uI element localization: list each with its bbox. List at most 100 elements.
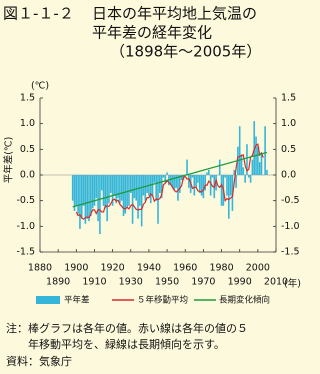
bar (93, 175, 96, 206)
bar (224, 175, 226, 178)
chart-title: 日本の年平均地上気温の (92, 5, 257, 23)
bar (260, 154, 263, 175)
legend-swatch (36, 296, 60, 304)
bar (206, 172, 208, 175)
bar (175, 175, 177, 188)
y2-tick-label: -0.5 (281, 195, 300, 206)
bar (162, 175, 165, 178)
bar (79, 175, 81, 229)
bar (160, 175, 163, 199)
bar (257, 146, 259, 175)
bar (169, 175, 172, 186)
x-tick-label: 1930 (119, 277, 143, 288)
bar (218, 159, 221, 175)
bar (84, 175, 87, 224)
bar (144, 175, 147, 201)
bar (228, 175, 230, 219)
bar (178, 175, 181, 193)
bar (264, 126, 266, 175)
bar (155, 175, 157, 201)
legend-label: 長期変化傾向 (219, 295, 270, 306)
bar (151, 175, 154, 196)
bar (104, 175, 107, 209)
bar (82, 175, 85, 206)
x-tick-label: 1970 (191, 277, 215, 288)
bar (100, 175, 103, 191)
bar (137, 175, 139, 219)
bar (233, 169, 236, 175)
bar (110, 175, 112, 193)
note: 資料：気象庁 (6, 354, 72, 368)
bar (131, 175, 134, 224)
y2-tick-label: -1.0 (281, 221, 300, 232)
bar (177, 175, 179, 201)
bar (86, 175, 88, 219)
bar (198, 175, 201, 193)
x-tick-label: 1910 (82, 277, 106, 288)
legend-label: 平年差 (64, 295, 90, 306)
bar (209, 175, 212, 196)
bar (77, 175, 79, 214)
bar (120, 175, 123, 201)
x-tick-label: 1950 (155, 277, 179, 288)
bar (90, 175, 92, 217)
bar (142, 175, 145, 196)
bar (166, 172, 168, 175)
y-unit: (℃) (31, 81, 49, 92)
figure-label: 図１-１-２ (3, 5, 74, 23)
bar (73, 175, 76, 211)
bar (247, 175, 250, 178)
note: 年移動平均を、緑線は長期傾向を示す。 (28, 337, 225, 351)
bar (229, 175, 232, 196)
bar (124, 175, 127, 214)
bar (113, 175, 116, 196)
bar (102, 175, 105, 206)
bar (238, 126, 241, 175)
bar (266, 169, 268, 175)
bar (139, 175, 141, 206)
bar (171, 175, 174, 188)
bar (240, 154, 243, 175)
x-tick-label: 1900 (64, 263, 88, 274)
bar (71, 175, 74, 201)
x-tick-label: 1990 (228, 277, 252, 288)
y-axis-label: 平年差(℃) (3, 137, 15, 184)
bar (249, 175, 252, 183)
x-tick-label: 1880 (28, 263, 52, 274)
y2-tick-label: -1.5 (281, 247, 300, 258)
bar (75, 175, 78, 206)
bar (258, 162, 261, 175)
y-tick-label: 0.5 (20, 144, 35, 155)
bar (244, 175, 246, 183)
chart-subtitle: （1898年～2005年） (110, 43, 261, 61)
y-tick-label: -1.5 (16, 247, 35, 258)
y-tick-label: 1.0 (20, 118, 35, 129)
bar (235, 175, 237, 188)
bar (173, 175, 176, 191)
x-tick-label: 1940 (137, 263, 161, 274)
y2-tick-label: 0.0 (281, 170, 296, 181)
bar (119, 175, 121, 204)
x-tick-label: 1980 (209, 263, 233, 274)
bar (188, 175, 190, 188)
bar (91, 175, 94, 209)
bar (135, 175, 138, 201)
bar (193, 175, 196, 196)
x-tick-label: 2010 (264, 277, 288, 288)
bar (153, 175, 156, 183)
bar (191, 175, 194, 178)
bar (251, 159, 254, 175)
bar (108, 175, 110, 204)
bar (95, 175, 98, 199)
bar (211, 175, 214, 178)
bar (197, 175, 199, 183)
x-tick-label: 1960 (173, 263, 197, 274)
bar (115, 175, 118, 204)
bar (149, 175, 152, 204)
bar (180, 175, 183, 181)
y-tick-label: 1.5 (20, 93, 35, 104)
bar (117, 175, 119, 199)
bar (122, 175, 125, 217)
y-tick-label: -0.5 (16, 195, 35, 206)
